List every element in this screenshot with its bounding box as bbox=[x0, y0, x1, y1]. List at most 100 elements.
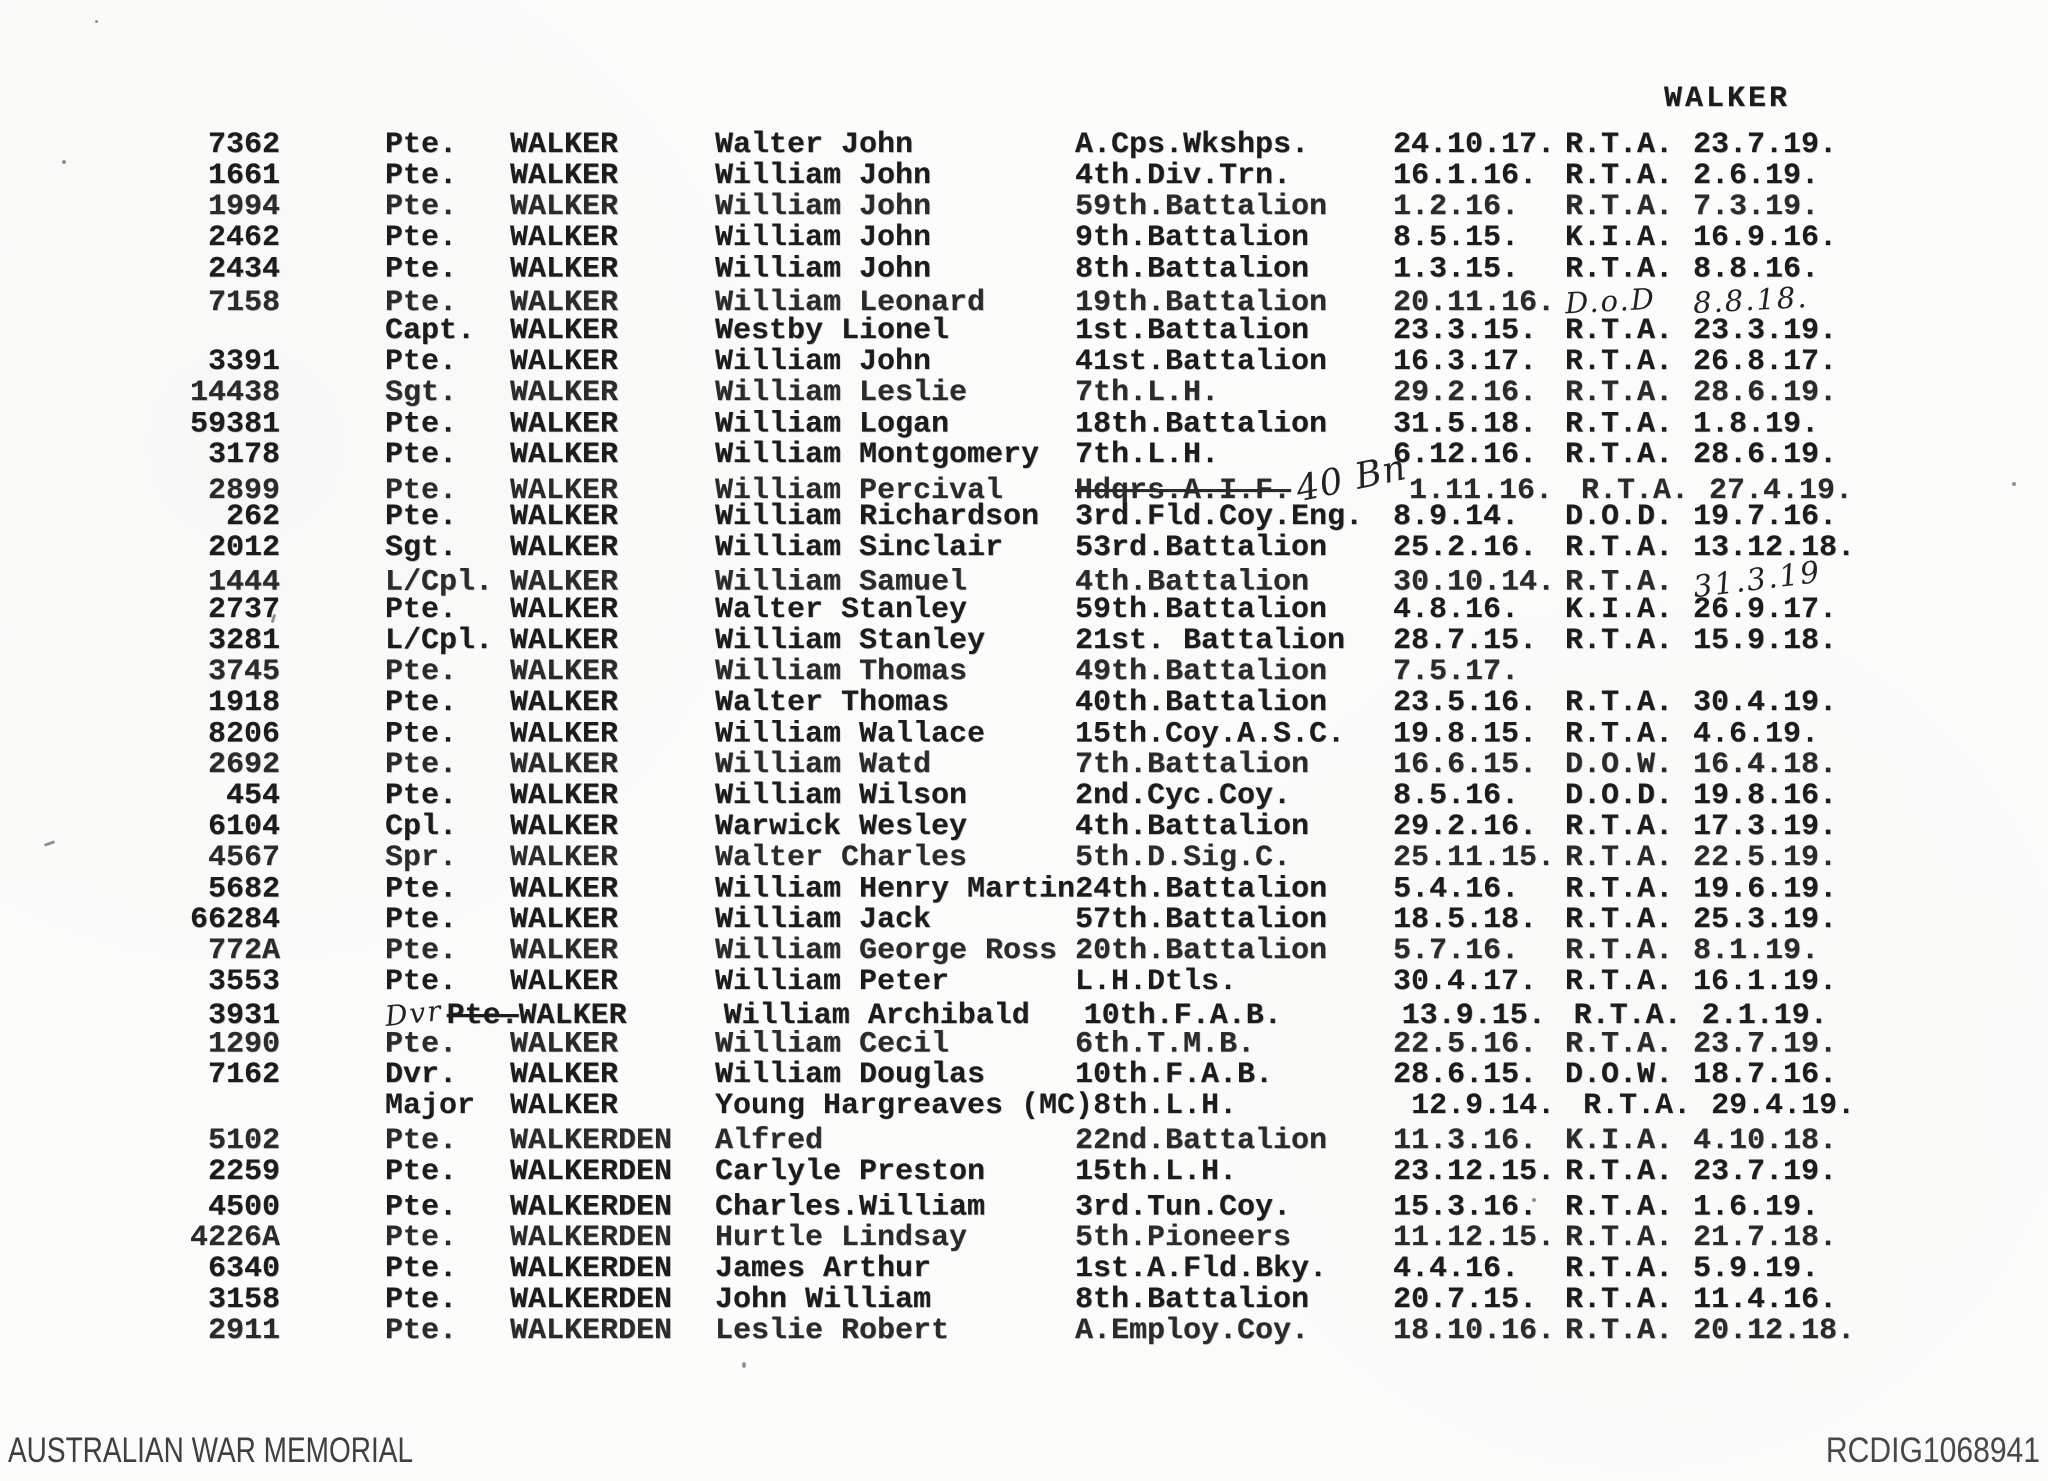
given-names: Walter Thomas bbox=[715, 686, 950, 720]
fate-code: R.T.A. bbox=[1565, 128, 1674, 162]
roll-row: 3158 Pte. WALKERDEN John William 8th.Battali… bbox=[0, 1285, 2048, 1316]
roll-row: 3391 Pte. WALKER William John 41st.Battalion… bbox=[0, 347, 2048, 378]
enlistment-date: 30.10.14. bbox=[1393, 565, 1556, 600]
fate-code: R.T.A. bbox=[1565, 565, 1674, 600]
return-date: 18.7.16. bbox=[1693, 1058, 1838, 1092]
fate-code: R.T.A. bbox=[1573, 999, 1682, 1033]
fate-code: R.T.A. bbox=[1565, 252, 1674, 287]
surname: WALKERDEN bbox=[510, 1314, 673, 1348]
return-date: 23.7.19. bbox=[1693, 128, 1838, 162]
given-names: William Samuel bbox=[715, 565, 968, 600]
fate-code: R.T.A. bbox=[1580, 474, 1689, 508]
page-title: WALKER bbox=[1664, 82, 1791, 116]
service-number: 7162 bbox=[207, 1058, 280, 1092]
service-number: 5102 bbox=[207, 1124, 280, 1158]
service-number: 2012 bbox=[207, 531, 280, 565]
scan-speck bbox=[62, 160, 66, 164]
surname: WALKER bbox=[510, 159, 619, 193]
service-number: 6340 bbox=[207, 1252, 280, 1286]
unit: 4th.Battalion bbox=[1075, 565, 1310, 600]
fate-code: D.O.D. bbox=[1565, 779, 1674, 813]
rank: Pte. bbox=[385, 474, 458, 508]
rank: Pte. bbox=[385, 1221, 458, 1255]
return-date: 1.8.19. bbox=[1693, 407, 1820, 442]
return-date: 21.7.18. bbox=[1693, 1221, 1838, 1255]
return-date: 4.10.18. bbox=[1693, 1124, 1838, 1158]
roll-row: 3281 L/Cpl. WALKER William Stanley 21st. Bat… bbox=[0, 626, 2048, 657]
surname: WALKERDEN bbox=[510, 1283, 673, 1317]
roll-row: 3745 Pte. WALKER William Thomas 49th.Battali… bbox=[0, 657, 2048, 688]
unit: 22nd.Battalion bbox=[1075, 1124, 1328, 1158]
fate-code: R.T.A. bbox=[1565, 314, 1674, 348]
surname: WALKER bbox=[510, 810, 619, 844]
rank: Pte. bbox=[385, 438, 458, 472]
return-date: 25.3.19. bbox=[1693, 903, 1838, 937]
given-names: William Wilson bbox=[715, 779, 968, 813]
rank: DvrPte. bbox=[383, 994, 519, 1033]
enlistment-date: 23.3.15. bbox=[1393, 314, 1538, 348]
enlistment-date: 23.5.16. bbox=[1393, 686, 1538, 720]
given-names: William Watd bbox=[715, 748, 932, 782]
surname: WALKER bbox=[510, 903, 619, 937]
unit: A.Employ.Coy. bbox=[1075, 1314, 1310, 1348]
service-number: 66284 bbox=[189, 903, 280, 937]
surname: WALKERDEN bbox=[510, 1155, 673, 1189]
rank: Pte. bbox=[385, 748, 458, 782]
rank: Pte. bbox=[385, 1190, 458, 1225]
fate-code: R.T.A. bbox=[1565, 872, 1674, 907]
unit: 7th.L.H. bbox=[1075, 376, 1220, 410]
given-names: Leslie Robert bbox=[715, 1314, 950, 1348]
return-date: 20.12.18. bbox=[1693, 1314, 1856, 1348]
rank: Sgt. bbox=[385, 376, 458, 410]
enlistment-date: 4.8.16. bbox=[1393, 593, 1520, 627]
rank: Pte. bbox=[385, 593, 458, 627]
enlistment-date: 18.5.18. bbox=[1393, 903, 1538, 937]
enlistment-date: 23.12.15. bbox=[1393, 1155, 1556, 1189]
surname: WALKER bbox=[510, 128, 619, 162]
rank: L/Cpl. bbox=[385, 565, 494, 600]
service-number: 2899 bbox=[207, 474, 280, 508]
surname: WALKER bbox=[510, 345, 619, 379]
surname: WALKER bbox=[510, 376, 619, 410]
scan-speck bbox=[95, 20, 98, 23]
return-date: 19.7.16. bbox=[1693, 500, 1838, 534]
unit: 15th.L.H. bbox=[1075, 1155, 1238, 1189]
surname: WALKER bbox=[510, 655, 619, 689]
rank: Pte. bbox=[385, 903, 458, 937]
roll-row: 454 Pte. WALKER William Wilson 2nd.Cyc.Coy. 8… bbox=[0, 781, 2048, 812]
service-number: 8206 bbox=[207, 717, 280, 752]
enlistment-date: 16.6.15. bbox=[1393, 748, 1538, 782]
unit: 21st. Battalion bbox=[1075, 624, 1346, 658]
roll-row: 4567 Spr. WALKER Walter Charles 5th.D.Sig.C.… bbox=[0, 843, 2048, 874]
enlistment-date: 11.3.16. bbox=[1393, 1124, 1538, 1158]
service-number: 14438 bbox=[189, 376, 280, 410]
return-date: 2.1.19. bbox=[1701, 999, 1828, 1033]
rank: Pte. bbox=[385, 1027, 458, 1062]
return-date: 8.8.16. bbox=[1693, 252, 1820, 287]
rank: Pte. bbox=[385, 190, 458, 224]
surname: WALKER bbox=[510, 965, 619, 999]
enlistment-date: 12.9.14. bbox=[1411, 1089, 1556, 1123]
enlistment-date: 1.2.16. bbox=[1393, 190, 1520, 224]
enlistment-date: 22.5.16. bbox=[1393, 1027, 1538, 1062]
enlistment-date: 4.4.16. bbox=[1393, 1252, 1520, 1286]
fate-code: R.T.A. bbox=[1565, 624, 1674, 658]
enlistment-date: 30.4.17. bbox=[1393, 965, 1538, 999]
service-number: 2259 bbox=[207, 1155, 280, 1189]
given-names: Hurtle Lindsay bbox=[715, 1221, 968, 1255]
rank: Spr. bbox=[385, 841, 458, 875]
unit: 19th.Battalion bbox=[1075, 286, 1328, 320]
rank: Pte. bbox=[385, 1155, 458, 1189]
handwritten-return-date: 31.3.19 bbox=[1691, 554, 1824, 606]
fate-code: R.T.A. bbox=[1565, 1155, 1674, 1189]
fate-code: K.I.A. bbox=[1565, 593, 1674, 627]
rank: Cpl. bbox=[385, 810, 458, 844]
fate-code: R.T.A. bbox=[1565, 1027, 1674, 1062]
rank: Pte. bbox=[385, 779, 458, 813]
surname: WALKER bbox=[510, 286, 619, 320]
given-names: Carlyle Preston bbox=[715, 1155, 986, 1189]
roll-row: 1994 Pte. WALKER William John 59th.Battalion… bbox=[0, 192, 2048, 223]
struck-out-rank: Pte. bbox=[446, 999, 519, 1033]
rank: Pte. bbox=[385, 934, 458, 968]
fate-code: R.T.A. bbox=[1565, 159, 1674, 193]
